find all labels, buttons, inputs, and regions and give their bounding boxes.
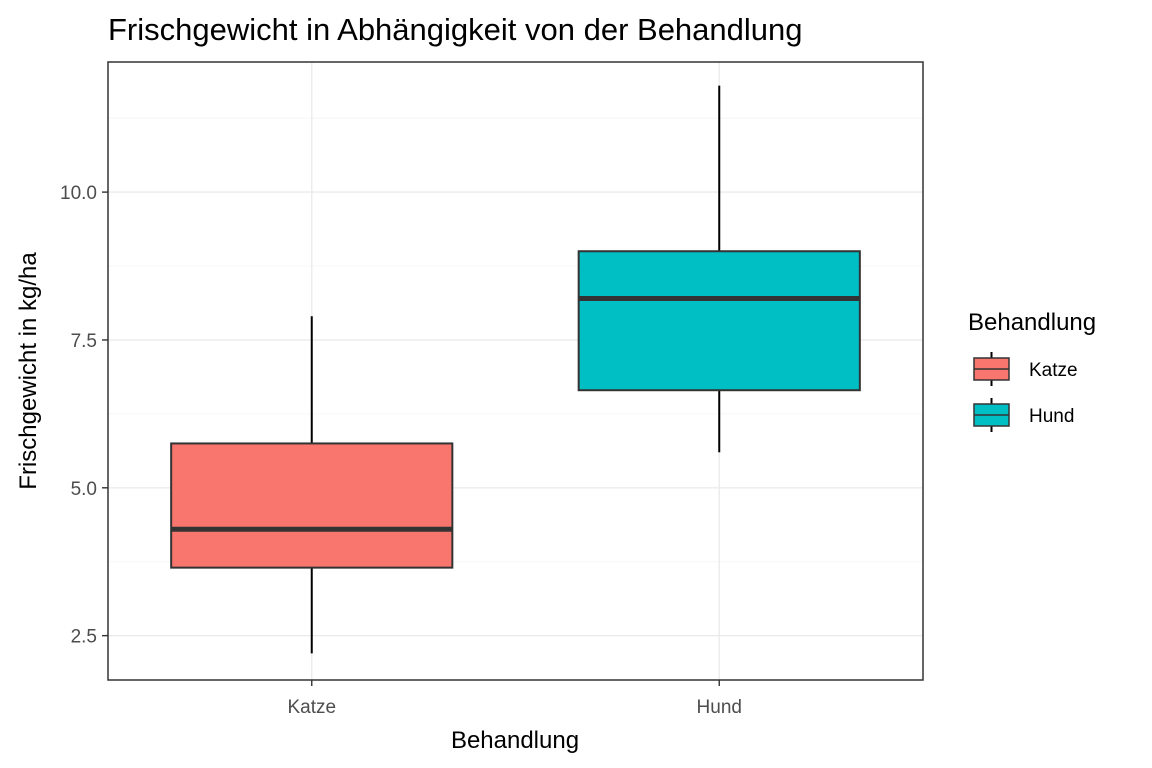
x-axis-title: Behandlung xyxy=(451,727,579,754)
y-tick-label: 10.0 xyxy=(60,183,97,204)
box-rect xyxy=(170,442,454,569)
x-axis: Katze Hund xyxy=(287,680,742,718)
y-axis: 2.5 5.0 7.5 10.0 xyxy=(60,183,108,648)
y-axis-title: Frischgewicht in kg/ha xyxy=(15,252,42,490)
legend: Behandlung Katze Hund xyxy=(968,309,1096,432)
legend-label: Hund xyxy=(1029,406,1074,427)
plot-area xyxy=(107,61,924,681)
box-hund xyxy=(577,85,861,453)
y-tick-label: 5.0 xyxy=(71,479,97,500)
legend-title: Behandlung xyxy=(968,309,1096,336)
legend-item-katze: Katze xyxy=(973,352,1078,386)
y-tick-label: 7.5 xyxy=(71,331,97,352)
box-rect xyxy=(577,250,861,392)
y-tick-label: 2.5 xyxy=(71,627,97,648)
x-tick-label: Katze xyxy=(287,697,336,718)
legend-item-hund: Hund xyxy=(973,398,1074,432)
x-tick-label: Hund xyxy=(697,697,742,718)
box-katze xyxy=(170,316,454,654)
boxes xyxy=(170,85,861,654)
chart-title: Frischgewicht in Abhängigkeit von der Be… xyxy=(108,12,803,47)
legend-label: Katze xyxy=(1029,360,1078,381)
panel-border xyxy=(107,61,924,681)
